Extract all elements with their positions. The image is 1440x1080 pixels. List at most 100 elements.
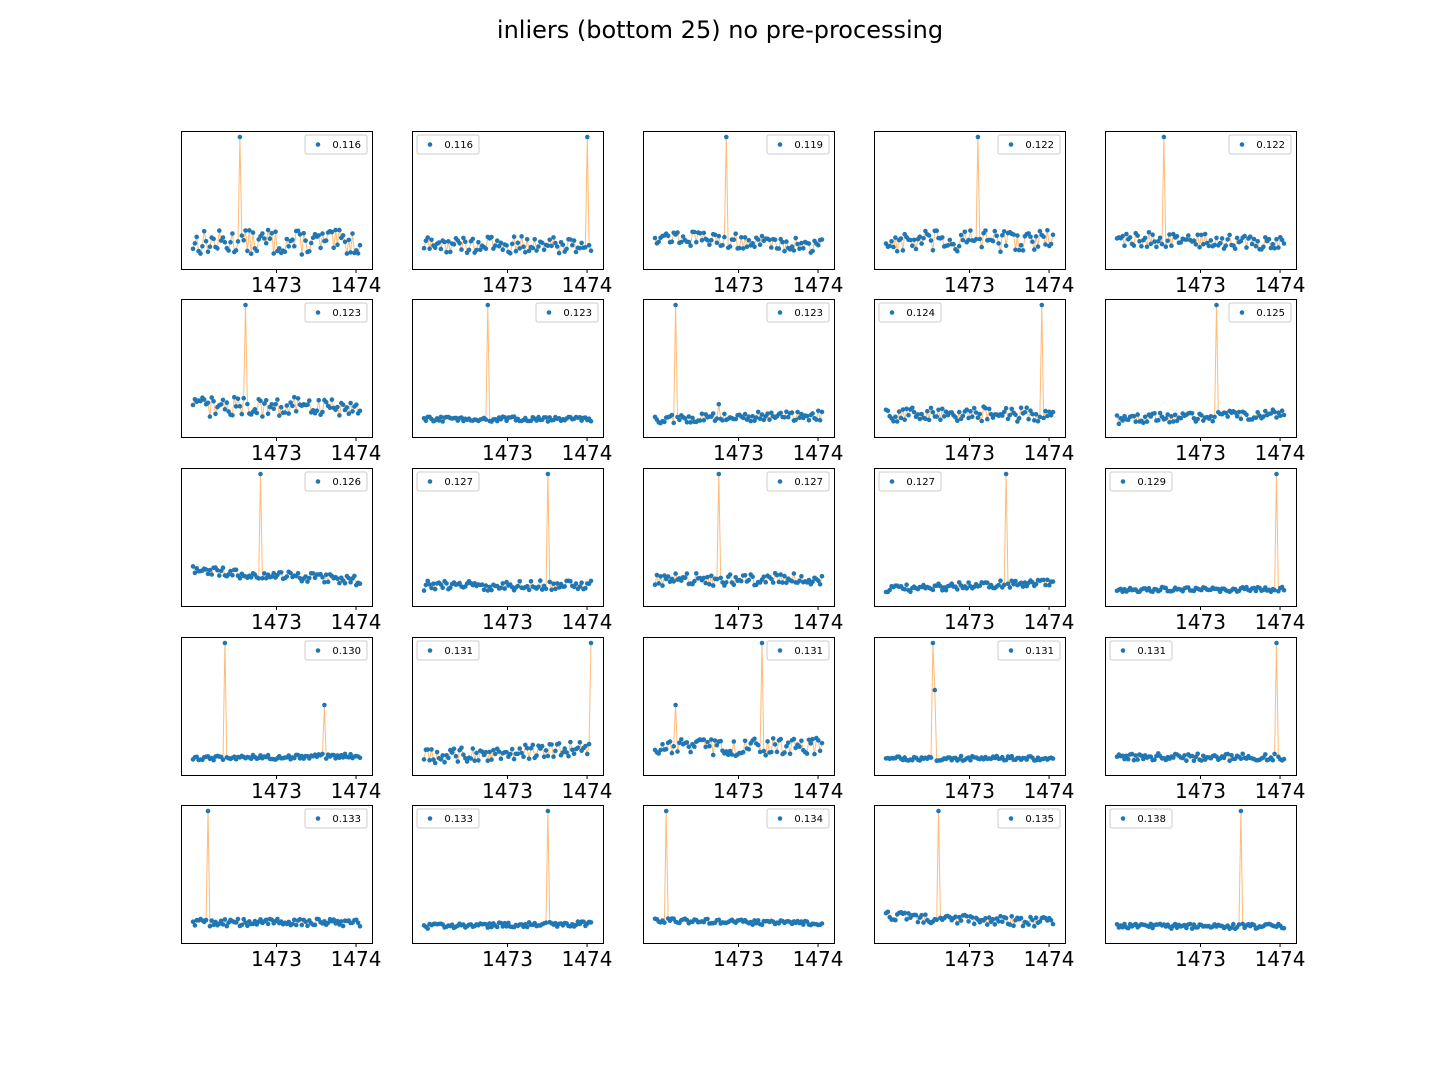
legend-marker xyxy=(1008,816,1014,821)
data-point xyxy=(720,418,725,423)
data-point xyxy=(970,915,975,920)
legend: 0.134 xyxy=(766,808,830,829)
data-point xyxy=(440,419,446,424)
data-point xyxy=(1033,581,1039,587)
data-point xyxy=(710,583,716,588)
data-point xyxy=(793,417,798,423)
data-point xyxy=(776,579,782,585)
data-point xyxy=(795,241,800,247)
data-point xyxy=(964,914,969,919)
data-point xyxy=(887,587,892,593)
data-point xyxy=(237,134,243,140)
data-point xyxy=(1001,229,1007,234)
data-point xyxy=(342,581,348,586)
data-point xyxy=(250,230,256,235)
data-point xyxy=(241,238,246,243)
data-point xyxy=(528,579,534,584)
data-point xyxy=(934,414,939,419)
x-tick-label: 1473 xyxy=(251,779,302,803)
data-point xyxy=(923,912,928,917)
legend: 0.119 xyxy=(766,134,830,155)
data-point xyxy=(983,228,988,233)
data-point xyxy=(217,228,222,233)
data-point xyxy=(277,413,282,418)
data-point xyxy=(1229,752,1234,758)
legend-label: 0.131 xyxy=(1025,646,1054,657)
data-point xyxy=(429,237,434,243)
data-point xyxy=(1116,421,1122,427)
data-point xyxy=(917,234,923,239)
data-point xyxy=(662,920,667,925)
data-point xyxy=(425,235,431,240)
data-point xyxy=(575,745,581,751)
data-point xyxy=(705,574,710,580)
data-point xyxy=(320,751,325,757)
data-point xyxy=(453,753,459,759)
data-point xyxy=(265,752,271,758)
figure-title: inliers (bottom 25) no pre-processing xyxy=(496,16,944,44)
data-point xyxy=(1236,922,1242,927)
data-point xyxy=(346,237,352,243)
data-point xyxy=(656,581,661,586)
x-tick-label: 1473 xyxy=(482,273,533,297)
data-point xyxy=(504,924,509,929)
data-point xyxy=(461,752,466,757)
data-point xyxy=(562,746,567,751)
data-point xyxy=(893,235,898,240)
x-tick-label: 1474 xyxy=(1024,273,1075,297)
data-point xyxy=(506,920,511,926)
data-point xyxy=(190,246,196,252)
data-point xyxy=(342,239,348,245)
data-point xyxy=(556,741,562,746)
data-point xyxy=(973,236,979,242)
x-tick-label: 1473 xyxy=(482,779,533,803)
data-point xyxy=(956,914,962,920)
data-point xyxy=(686,239,692,245)
data-point xyxy=(1274,471,1279,477)
data-point xyxy=(524,924,530,930)
data-point xyxy=(483,417,489,422)
data-point xyxy=(534,248,539,253)
data-point xyxy=(438,757,444,762)
data-point xyxy=(494,418,500,424)
data-point xyxy=(348,580,353,585)
data-point xyxy=(248,575,254,580)
data-point xyxy=(1030,239,1035,244)
x-tick-label: 1473 xyxy=(482,441,533,465)
data-point xyxy=(203,238,209,244)
data-point xyxy=(292,917,297,923)
data-point xyxy=(816,578,821,583)
data-point xyxy=(1007,585,1013,590)
subplot-1: 1473 1474 0.116 xyxy=(181,131,381,297)
data-point xyxy=(301,230,307,236)
x-tick-label: 1474 xyxy=(562,779,613,803)
data-point xyxy=(290,403,295,409)
data-point xyxy=(785,414,791,420)
data-point xyxy=(690,415,695,421)
data-point xyxy=(887,243,892,249)
x-tick-label: 1474 xyxy=(1024,610,1075,634)
data-point xyxy=(791,736,797,742)
data-point xyxy=(583,585,588,591)
data-point xyxy=(746,414,752,420)
data-point xyxy=(355,251,361,256)
data-point xyxy=(960,237,966,243)
legend: 0.129 xyxy=(1109,471,1173,492)
data-point xyxy=(442,759,447,765)
data-point xyxy=(682,575,688,580)
legend-marker xyxy=(777,479,783,484)
data-point xyxy=(923,416,928,422)
data-point xyxy=(211,236,216,242)
data-point xyxy=(233,920,239,925)
data-point xyxy=(746,237,752,243)
data-point xyxy=(710,752,716,758)
legend-label: 0.126 xyxy=(332,477,361,488)
data-point xyxy=(551,235,556,240)
data-point xyxy=(260,231,265,236)
data-point xyxy=(248,756,254,761)
data-point xyxy=(1191,758,1197,763)
data-point xyxy=(966,580,971,585)
legend: 0.122 xyxy=(1228,134,1292,155)
data-point xyxy=(707,242,712,247)
data-point xyxy=(220,235,226,240)
